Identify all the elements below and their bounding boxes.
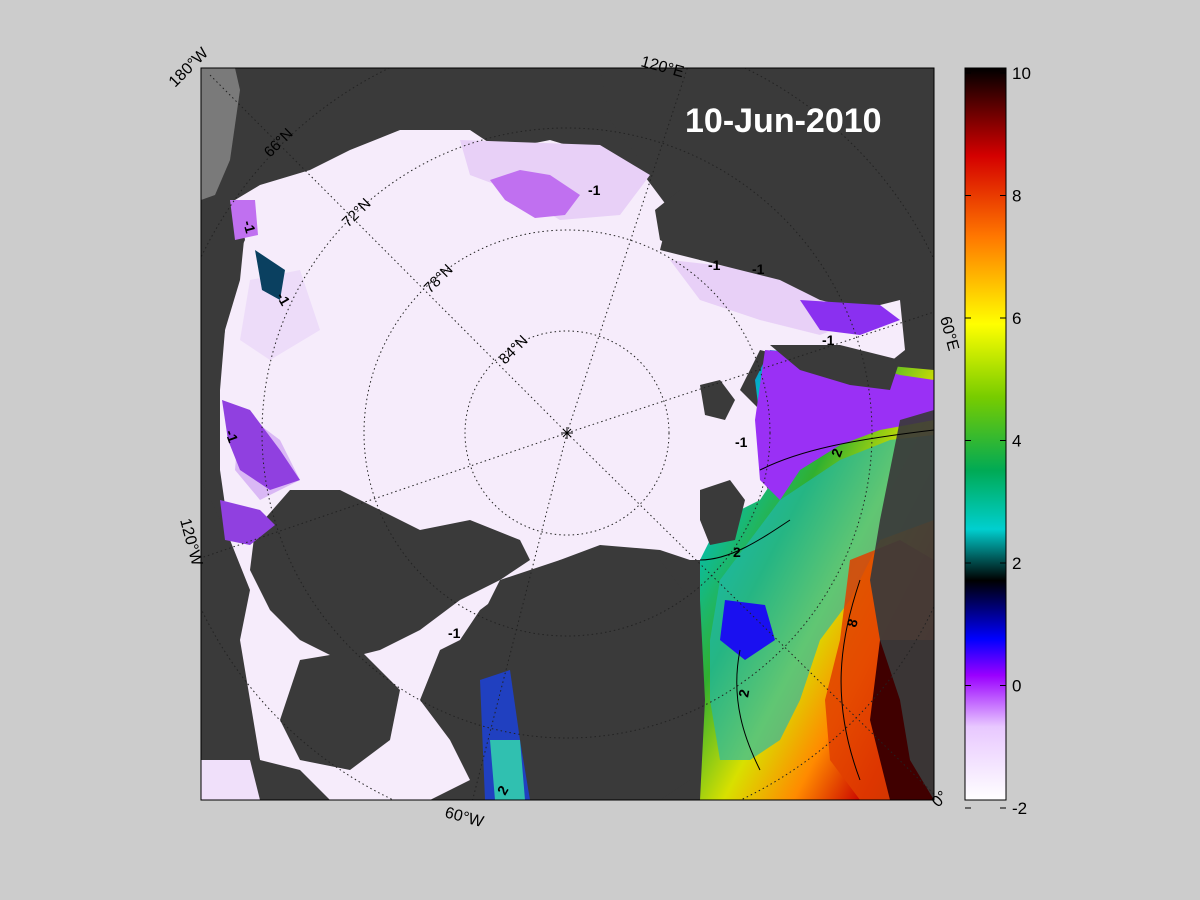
north-pole-marker	[561, 427, 573, 439]
contour-label: 8	[843, 617, 861, 629]
meridian-60w	[472, 432, 568, 800]
contour-label: -1	[240, 219, 259, 235]
baffin-bay-teal	[490, 740, 525, 800]
hudson-ice	[201, 760, 260, 800]
contour-label: -1	[222, 428, 241, 445]
colorbar-tick-label: 0	[1012, 677, 1021, 696]
ice-edge-purple	[222, 400, 300, 490]
map-area	[201, 68, 934, 800]
contour-label: -1	[822, 332, 835, 348]
ice-lilac-patch	[240, 270, 320, 360]
latitude-circle-84	[464, 330, 670, 536]
novaya-zemlya	[770, 345, 900, 390]
colorbar: 10 8 6 4 2 0 -2	[964, 64, 1031, 818]
contour-label: -1	[752, 261, 765, 277]
colorbar-tick-label: 10	[1012, 64, 1031, 83]
contour-label: -1	[448, 625, 461, 641]
ice-edge-purple	[490, 170, 580, 218]
siberia	[600, 68, 934, 310]
longitude-label-60w: 60°W	[443, 804, 486, 831]
contour-2	[699, 519, 791, 561]
ice-edge-teal	[255, 250, 285, 300]
colorbar-tick-label: 6	[1012, 309, 1021, 328]
latitude-circle-78	[363, 229, 771, 637]
contour-label: -1	[735, 434, 748, 450]
longitude-label-60e: 60°E	[936, 315, 961, 353]
contour-8	[840, 579, 861, 781]
colorbar-tick-label: -2	[1012, 799, 1027, 818]
colorbar-gradient	[964, 67, 1007, 801]
nordic-teal	[710, 435, 934, 760]
cold-eddy	[720, 600, 775, 660]
contour-label: -1	[708, 257, 721, 273]
contour-label: -1	[588, 182, 601, 198]
colorbar-tick-label: 8	[1012, 187, 1021, 206]
alaska	[201, 200, 245, 420]
contour-lines	[699, 429, 934, 781]
franz-josef-land	[700, 380, 735, 420]
baffin-island	[280, 650, 400, 770]
colorbar-ticks: 10 8 6 4 2 0 -2	[965, 64, 1031, 818]
latitude-circle-72	[261, 127, 873, 739]
graticule	[201, 68, 934, 800]
meridian-0	[566, 432, 934, 795]
scandinavia	[870, 410, 934, 800]
land-light-patch	[201, 68, 240, 200]
canadian-archipelago	[250, 490, 530, 660]
meridian-180	[209, 74, 568, 434]
colorbar-tick-label: 2	[1012, 554, 1021, 573]
greenland	[480, 550, 700, 800]
contour-2	[736, 649, 761, 771]
contour-label: 2	[733, 544, 741, 560]
canada-mainland	[201, 480, 260, 800]
date-label: 10-Jun-2010	[685, 102, 882, 140]
ice-edge-purple	[800, 300, 900, 335]
contour-label: 2	[735, 688, 752, 699]
colorbar-tick-label: 4	[1012, 432, 1021, 451]
contour-2	[759, 429, 934, 471]
land-patch	[265, 770, 300, 800]
ice-edge-purple	[230, 200, 258, 240]
svalbard	[700, 480, 745, 545]
ice-edge-purple	[220, 500, 275, 545]
map-frame	[200, 67, 935, 801]
